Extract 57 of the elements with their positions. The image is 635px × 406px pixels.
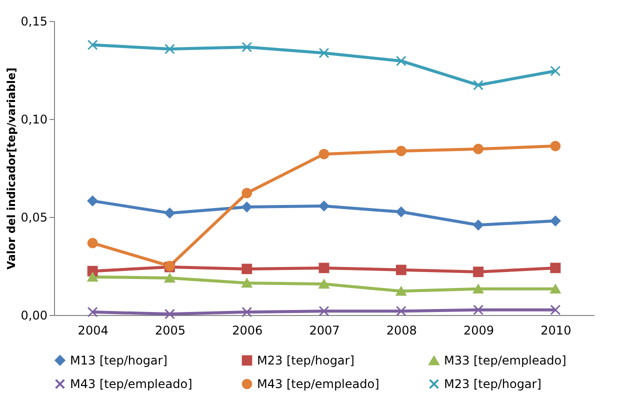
point xyxy=(164,44,175,54)
point xyxy=(242,202,252,212)
point xyxy=(473,266,484,278)
point xyxy=(87,272,98,282)
point xyxy=(318,148,330,160)
x-tick-label: 2006 xyxy=(232,324,263,338)
point xyxy=(550,304,561,316)
legend-label: M23 [tep/hogar] xyxy=(257,353,354,368)
legend-label: M13 [tep/hogar] xyxy=(70,353,168,368)
point xyxy=(396,286,406,296)
point xyxy=(242,42,252,52)
x-tick-label: 2007 xyxy=(309,324,340,338)
point xyxy=(396,306,406,316)
x-tick-label: 2005 xyxy=(154,324,186,338)
point xyxy=(550,66,561,76)
x-tick-label: 2004 xyxy=(78,324,108,338)
point xyxy=(473,304,484,316)
point xyxy=(473,144,484,154)
point xyxy=(242,264,252,274)
y-tick-label: 0,15 xyxy=(20,14,48,28)
point xyxy=(550,216,561,226)
point xyxy=(550,140,561,152)
point xyxy=(550,262,561,274)
point xyxy=(242,188,252,198)
point xyxy=(318,48,330,58)
point xyxy=(473,220,484,230)
legend-label: M23 [tep/hogar] xyxy=(444,377,542,391)
x-tick-label: 2008 xyxy=(386,324,417,338)
legend-label: M43 [tep/empleado] xyxy=(257,377,380,391)
legend-label: M43 [tep/empleado] xyxy=(70,377,192,391)
point xyxy=(473,80,484,90)
point xyxy=(87,238,98,248)
point xyxy=(164,273,175,283)
point xyxy=(318,200,330,212)
point xyxy=(473,284,484,294)
point xyxy=(242,278,252,288)
point xyxy=(164,308,175,320)
point xyxy=(396,56,406,66)
x-tick-label: 2010 xyxy=(540,324,572,338)
point xyxy=(396,206,406,218)
y-tick-label: 0,00 xyxy=(20,308,48,322)
y-axis-title: Valor del indicador[tep/variable] xyxy=(4,68,18,270)
point xyxy=(396,264,406,276)
y-tick-label: 0,05 xyxy=(20,210,48,224)
point xyxy=(87,306,98,318)
point xyxy=(318,279,330,289)
x-tick-label: 2009 xyxy=(464,324,494,338)
point xyxy=(242,306,252,318)
point xyxy=(87,196,98,206)
legend-label: M33 [tep/empleado] xyxy=(444,354,566,368)
point xyxy=(164,208,175,218)
point xyxy=(87,40,98,50)
point xyxy=(318,262,330,274)
point xyxy=(396,146,406,156)
point xyxy=(550,284,561,294)
y-tick-label: 0,10 xyxy=(20,112,48,126)
point xyxy=(318,306,330,316)
